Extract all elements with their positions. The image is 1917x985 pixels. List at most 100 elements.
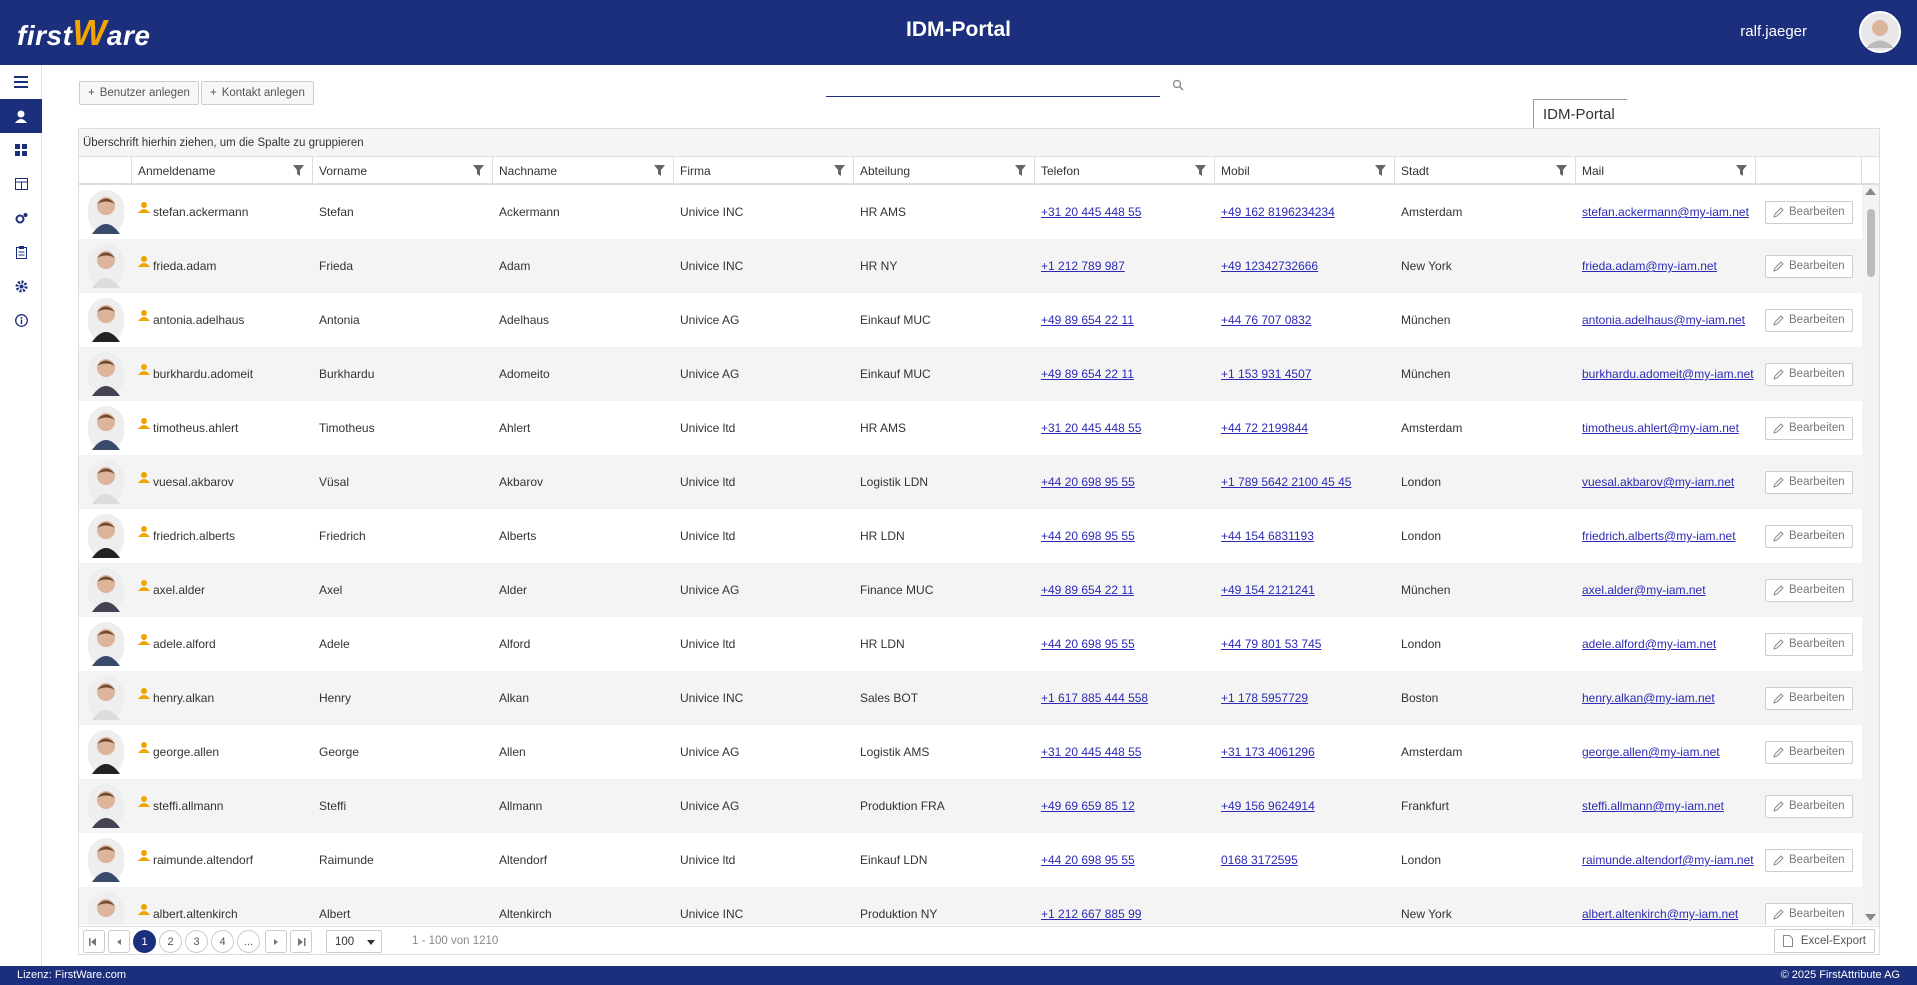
pager-nav[interactable] <box>108 930 130 953</box>
edit-button[interactable]: Bearbeiten <box>1765 362 1853 386</box>
grid-row[interactable]: axel.alder Axel Alder Univice AG Finance MUC… <box>79 563 1862 617</box>
column-header[interactable]: Stadt <box>1395 157 1576 184</box>
link[interactable]: antonia.adelhaus@my-iam.net <box>1582 313 1745 327</box>
nav-settings-group[interactable] <box>0 201 42 235</box>
pager-nav[interactable] <box>265 930 287 953</box>
page-button[interactable]: 2 <box>159 930 182 953</box>
link[interactable]: +44 79 801 53 745 <box>1221 637 1322 651</box>
grid-row[interactable]: vuesal.akbarov Vüsal Akbarov Univice ltd Log… <box>79 455 1862 509</box>
link[interactable]: +49 89 654 22 11 <box>1041 583 1134 597</box>
nav-dashboard[interactable] <box>0 133 42 167</box>
edit-button[interactable]: Bearbeiten <box>1765 632 1853 656</box>
grid-row[interactable]: frieda.adam Frieda Adam Univice INC HR NY +1 … <box>79 239 1862 293</box>
column-header[interactable]: Mail <box>1576 157 1756 184</box>
link[interactable]: frieda.adam@my-iam.net <box>1582 259 1717 273</box>
link[interactable]: +44 20 698 95 55 <box>1041 529 1135 543</box>
grid-row[interactable]: steffi.allmann Steffi Allmann Univice AG Pro… <box>79 779 1862 833</box>
page-button[interactable]: ... <box>237 930 260 953</box>
edit-button[interactable]: Bearbeiten <box>1765 200 1853 224</box>
column-header[interactable]: Firma <box>674 157 854 184</box>
grid-row[interactable]: henry.alkan Henry Alkan Univice INC Sales BO… <box>79 671 1862 725</box>
grid-row[interactable]: timotheus.ahlert Timotheus Ahlert Univice l… <box>79 401 1862 455</box>
pager-nav[interactable] <box>83 930 105 953</box>
link[interactable]: 0168 3172595 <box>1221 853 1298 867</box>
user-name[interactable]: ralf.jaeger <box>1740 23 1807 40</box>
page-size-select[interactable]: 100 <box>326 930 382 953</box>
edit-button[interactable]: Bearbeiten <box>1765 902 1853 925</box>
edit-button[interactable]: Bearbeiten <box>1765 578 1853 602</box>
link[interactable]: +1 178 5957729 <box>1221 691 1309 705</box>
link[interactable]: +44 20 698 95 55 <box>1041 475 1135 489</box>
link[interactable]: timotheus.ahlert@my-iam.net <box>1582 421 1739 435</box>
link[interactable]: +49 69 659 85 12 <box>1041 799 1135 813</box>
nav-table[interactable] <box>0 167 42 201</box>
edit-button[interactable]: Bearbeiten <box>1765 254 1853 278</box>
edit-button[interactable]: Bearbeiten <box>1765 524 1853 548</box>
nav-users[interactable] <box>0 99 42 133</box>
edit-button[interactable]: Bearbeiten <box>1765 308 1853 332</box>
edit-button[interactable]: Bearbeiten <box>1765 848 1853 872</box>
link[interactable]: +1 212 667 885 99 <box>1041 907 1142 921</box>
link[interactable]: vuesal.akbarov@my-iam.net <box>1582 475 1735 489</box>
link[interactable]: adele.alford@my-iam.net <box>1582 637 1717 651</box>
link[interactable]: +49 154 2121241 <box>1221 583 1315 597</box>
page-button[interactable]: 4 <box>211 930 234 953</box>
link[interactable]: albert.altenkirch@my-iam.net <box>1582 907 1739 921</box>
link[interactable]: stefan.ackermann@my-iam.net <box>1582 205 1749 219</box>
link[interactable]: george.allen@my-iam.net <box>1582 745 1720 759</box>
grid-row[interactable]: adele.alford Adele Alford Univice ltd HR LDN… <box>79 617 1862 671</box>
link[interactable]: +1 212 789 987 <box>1041 259 1125 273</box>
link[interactable]: +49 156 9624914 <box>1221 799 1315 813</box>
link[interactable]: steffi.allmann@my-iam.net <box>1582 799 1725 813</box>
link[interactable]: +44 76 707 0832 <box>1221 313 1312 327</box>
menu-toggle[interactable] <box>0 65 42 99</box>
link[interactable]: burkhardu.adomeit@my-iam.net <box>1582 367 1754 381</box>
grid-row[interactable]: albert.altenkirch Albert Altenkirch Univice… <box>79 887 1862 925</box>
column-header[interactable]: Nachname <box>493 157 674 184</box>
column-header[interactable]: Anmeldename <box>132 157 313 184</box>
column-header[interactable]: Abteilung <box>854 157 1035 184</box>
grid-row[interactable]: burkhardu.adomeit Burkhardu Adomeito Univic… <box>79 347 1862 401</box>
link[interactable]: +44 154 6831193 <box>1221 529 1314 543</box>
page-button[interactable]: 3 <box>185 930 208 953</box>
link[interactable]: +31 20 445 448 55 <box>1041 421 1142 435</box>
edit-button[interactable]: Bearbeiten <box>1765 740 1853 764</box>
edit-button[interactable]: Bearbeiten <box>1765 470 1853 494</box>
edit-button[interactable]: Bearbeiten <box>1765 686 1853 710</box>
grid-row[interactable]: raimunde.altendorf Raimunde Altendorf Univi… <box>79 833 1862 887</box>
link[interactable]: +49 162 8196234234 <box>1221 205 1335 219</box>
pager-nav[interactable] <box>290 930 312 953</box>
edit-button[interactable]: Bearbeiten <box>1765 794 1853 818</box>
link[interactable]: +1 617 885 444 558 <box>1041 691 1149 705</box>
link[interactable]: +31 173 4061296 <box>1221 745 1315 759</box>
page-button[interactable]: 1 <box>133 930 156 953</box>
link[interactable]: +1 789 5642 2100 45 45 <box>1221 475 1352 489</box>
grid-row[interactable]: friedrich.alberts Friedrich Alberts Univice… <box>79 509 1862 563</box>
nav-clipboard[interactable] <box>0 235 42 269</box>
link[interactable]: +31 20 445 448 55 <box>1041 745 1142 759</box>
search-input[interactable] <box>826 75 1160 97</box>
nav-settings[interactable] <box>0 269 42 303</box>
link[interactable]: +1 153 931 4507 <box>1221 367 1312 381</box>
link[interactable]: +44 20 698 95 55 <box>1041 853 1135 867</box>
grid-row[interactable]: antonia.adelhaus Antonia Adelhaus Univice A… <box>79 293 1862 347</box>
column-header[interactable]: Mobil <box>1215 157 1395 184</box>
create-user-button[interactable]: + Benutzer anlegen <box>79 81 199 105</box>
column-header[interactable]: Vorname <box>313 157 493 184</box>
grid-row[interactable]: stefan.ackermann Stefan Ackermann Univice I… <box>79 185 1862 239</box>
link[interactable]: +49 89 654 22 11 <box>1041 367 1134 381</box>
search-icon[interactable] <box>1172 79 1184 91</box>
edit-button[interactable]: Bearbeiten <box>1765 416 1853 440</box>
create-contact-button[interactable]: + Kontakt anlegen <box>201 81 314 105</box>
logo[interactable]: firstWare <box>17 12 150 54</box>
link[interactable]: +31 20 445 448 55 <box>1041 205 1142 219</box>
scrollbar[interactable] <box>1862 185 1879 925</box>
column-header[interactable]: Telefon <box>1035 157 1215 184</box>
link[interactable]: +49 12342732666 <box>1221 259 1319 273</box>
grid-row[interactable]: george.allen George Allen Univice AG Logisti… <box>79 725 1862 779</box>
nav-info[interactable] <box>0 303 42 337</box>
link[interactable]: +49 89 654 22 11 <box>1041 313 1134 327</box>
link[interactable]: friedrich.alberts@my-iam.net <box>1582 529 1736 543</box>
link[interactable]: +44 20 698 95 55 <box>1041 637 1135 651</box>
link[interactable]: axel.alder@my-iam.net <box>1582 583 1706 597</box>
